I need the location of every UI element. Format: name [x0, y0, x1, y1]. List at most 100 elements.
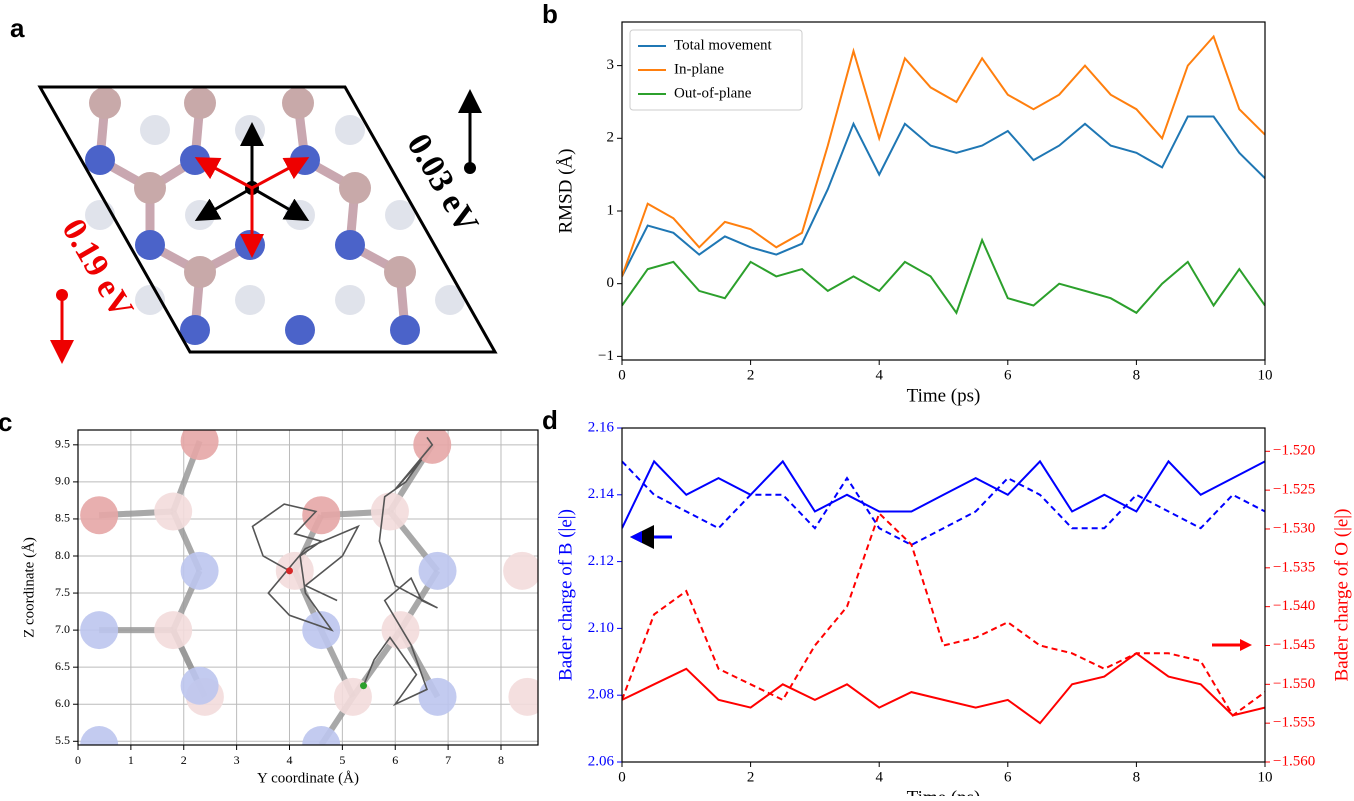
atom-n [235, 230, 265, 260]
legend-box [629, 29, 803, 111]
y-tick-label: 6.5 [55, 659, 70, 673]
x-tick-label: 0 [618, 769, 626, 785]
y2-tick-label: −1.530 [1273, 520, 1315, 536]
y-axis-label: Z coordinate (Å) [21, 537, 37, 638]
atom [302, 611, 341, 650]
x-tick-label: 4 [875, 367, 883, 383]
atom-n [335, 230, 365, 260]
series-line [622, 237, 1265, 315]
atom [80, 496, 119, 535]
atom [370, 492, 409, 531]
atom [180, 551, 219, 590]
x-tick-label: 2 [747, 367, 755, 383]
y-tick-label: 2.06 [588, 753, 615, 769]
x-axis-label: Time (ps) [907, 787, 981, 796]
plot-area [622, 34, 1265, 315]
y-tick-label: 8.0 [55, 548, 70, 562]
y-tick-label: 2.12 [588, 553, 614, 569]
atom [503, 551, 538, 590]
y-tick-label: 0 [607, 275, 615, 291]
y-tick-label: 2.08 [588, 687, 614, 703]
arrow [251, 157, 310, 190]
atom-b [384, 256, 416, 288]
y-axis-label: RMSD (Å) [555, 149, 576, 234]
series-line [622, 459, 1265, 529]
x-tick-label: 0 [75, 753, 81, 767]
cell [37, 85, 498, 354]
atom-faint [335, 115, 365, 145]
trajectory [362, 436, 438, 707]
y-tick-label: −1 [598, 348, 614, 364]
y2-tick-label: −1.560 [1273, 753, 1315, 769]
atom [381, 611, 420, 650]
plot-area [622, 459, 1265, 725]
series-line [622, 34, 1265, 277]
atom-n [135, 230, 165, 260]
atom-b [184, 256, 216, 288]
x-tick-label: 2 [747, 769, 755, 785]
atom [302, 496, 341, 535]
atom [508, 677, 538, 716]
x-tick-label: 1 [128, 753, 134, 767]
y-axis-label: Bader charge of B (|e|) [555, 509, 576, 681]
start-point [285, 567, 293, 575]
y-tick-label: 2 [607, 130, 615, 146]
y2-tick-label: −1.540 [1273, 598, 1315, 614]
y-tick-label: 9.5 [55, 437, 70, 451]
x-tick-label: 8 [498, 753, 504, 767]
panel-label: a [10, 13, 25, 43]
x-axis-label: Time (ps) [907, 385, 981, 406]
x-tick-label: 6 [392, 753, 398, 767]
atom [418, 551, 457, 590]
y2-tick-label: −1.525 [1273, 482, 1315, 498]
atom [302, 726, 341, 745]
x-tick-label: 4 [286, 753, 292, 767]
atom-b [184, 87, 216, 119]
atom-faint [140, 115, 170, 145]
series-line [622, 511, 1265, 717]
atom-n [180, 315, 210, 345]
y-tick-label: 3 [607, 57, 615, 73]
atom [154, 611, 193, 650]
atom-faint [235, 115, 265, 145]
atom [80, 726, 119, 745]
panel-label: d [542, 405, 558, 435]
atom [180, 666, 219, 705]
atom-n [85, 145, 115, 175]
series-line [622, 652, 1265, 725]
x-tick-label: 0 [618, 367, 626, 383]
x-tick-label: 6 [1004, 769, 1012, 785]
atom [418, 677, 457, 716]
y-tick-label: 1 [607, 202, 615, 218]
y-tick-label: 6.0 [55, 696, 70, 710]
series-line [622, 460, 1265, 547]
arrow-head [1240, 639, 1252, 651]
y-tick-label: 2.16 [588, 419, 615, 435]
x-axis-label: Y coordinate (Å) [257, 770, 359, 786]
arrow [251, 186, 310, 221]
y-tick-label: 7.5 [55, 585, 70, 599]
atom [80, 611, 119, 650]
axes-frame [621, 427, 1266, 763]
atom-n [290, 145, 320, 175]
axes-frame [621, 21, 1266, 361]
x-tick-label: 4 [875, 769, 883, 785]
y2-tick-label: −1.545 [1273, 637, 1315, 653]
arrow-head [630, 531, 642, 543]
y-tick-label: 2.14 [588, 486, 615, 502]
y2-tick-label: −1.555 [1273, 715, 1315, 731]
atom [154, 492, 193, 531]
y2-axis-label: Bader charge of O (|e|) [1331, 509, 1352, 682]
x-tick-label: 2 [181, 753, 187, 767]
y2-tick-label: −1.520 [1273, 443, 1315, 459]
atom-n [180, 145, 210, 175]
y-tick-label: 5.5 [55, 733, 70, 747]
start-point [360, 682, 368, 690]
axes-frame [77, 429, 539, 746]
atom-n [285, 315, 315, 345]
y2-tick-label: −1.550 [1273, 676, 1315, 692]
x-tick-label: 3 [234, 753, 240, 767]
atom-faint [185, 200, 215, 230]
x-tick-label: 8 [1133, 367, 1141, 383]
